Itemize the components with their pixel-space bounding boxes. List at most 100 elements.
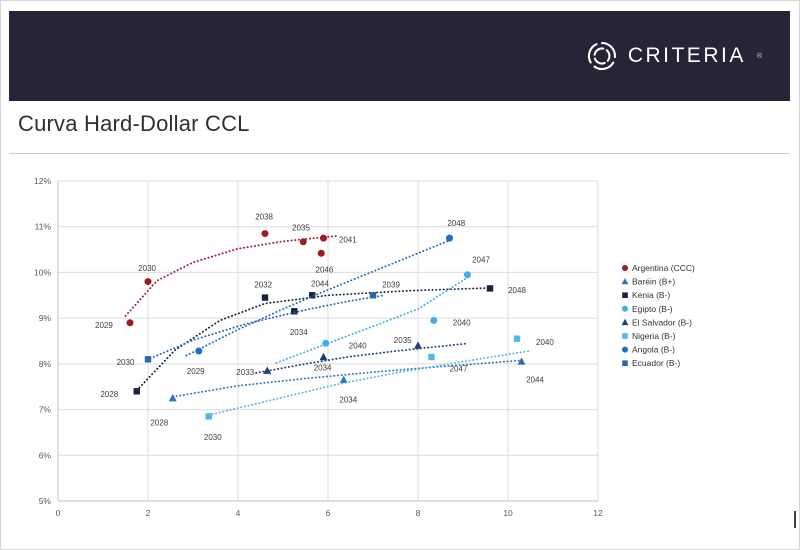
- legend-item-angola-b: Angola (B-): [622, 345, 675, 355]
- point-year-label: 2041: [339, 236, 357, 245]
- data-point: [133, 388, 140, 395]
- chart-area: 12% 11% 10% 9% 8% 7% 6% 5% 0 2 4 6 8 10 12 2029 2030 2038…: [13, 167, 791, 527]
- series-el-salvador-b: 2033 2034 2035: [236, 336, 467, 377]
- legend-item-kenia-b: Kenia (B-): [622, 290, 670, 300]
- data-point: [369, 292, 377, 299]
- y-tick-label: 7%: [39, 405, 52, 415]
- legend-item-bar-in-b: Baréin (B+): [621, 277, 675, 287]
- chart-grid: 12% 11% 10% 9% 8% 7% 6% 5% 0 2 4 6 8 10 12: [34, 176, 603, 518]
- point-year-label: 2048: [447, 219, 465, 228]
- criteria-logo: CRITERIA ®: [586, 40, 762, 72]
- legend-label: Nigeria (B-): [632, 331, 676, 341]
- point-year-label: 2030: [117, 358, 135, 367]
- point-year-label: 2040: [349, 342, 367, 351]
- data-point: [486, 285, 494, 292]
- point-year-label: 2028: [100, 390, 118, 399]
- data-point: [126, 319, 134, 327]
- legend-item-el-salvador-b: El Salvador (B-): [621, 317, 692, 327]
- x-tick-label: 2: [146, 508, 151, 518]
- legend-marker: [622, 333, 628, 339]
- legend-marker: [621, 278, 629, 285]
- series-kenia-b: 2028 2032 2044 2034 2048: [100, 279, 526, 399]
- legend-label: Angola (B-): [632, 345, 675, 355]
- legend-item-argentina-ccc: Argentina (CCC): [622, 263, 695, 273]
- series-angola-b: 2029 2048: [185, 219, 466, 376]
- point-year-label: 2029: [187, 367, 205, 376]
- legend-item-ecuador-b: Ecuador (B-): [622, 358, 680, 368]
- point-year-label: 2034: [339, 396, 357, 405]
- point-year-label: 2039: [382, 280, 400, 289]
- legend-label: Egipto (B-): [632, 304, 673, 314]
- x-tick-label: 4: [236, 508, 241, 518]
- logo-wordmark: CRITERIA: [627, 44, 746, 67]
- series-nigeria-b: 2030 2047 2040: [204, 335, 554, 442]
- legend-marker: [622, 346, 628, 353]
- y-tick-label: 11%: [35, 222, 52, 232]
- point-year-label: 2040: [536, 338, 554, 347]
- y-tick-label: 5%: [39, 496, 52, 506]
- data-point: [195, 347, 203, 355]
- data-point: [144, 278, 152, 286]
- point-year-label: 2028: [150, 418, 168, 427]
- page-title: Curva Hard-Dollar CCL: [18, 111, 250, 136]
- cursor-artifact: [794, 511, 796, 528]
- series-ecuador-b: 2030 2039: [117, 280, 401, 367]
- legend-marker: [622, 265, 628, 271]
- legend-label: El Salvador (B-): [632, 317, 692, 327]
- chart-legend: Argentina (CCC) Baréin (B+) Kenia (B-) Egip…: [621, 263, 695, 368]
- legend-marker: [622, 305, 628, 312]
- data-point: [446, 234, 453, 242]
- trend-line: [185, 238, 453, 357]
- point-year-label: 2032: [254, 280, 272, 289]
- point-year-label: 2048: [508, 286, 526, 295]
- point-year-label: 2047: [472, 256, 490, 265]
- y-tick-label: 9%: [39, 313, 52, 323]
- trend-line: [207, 350, 530, 416]
- data-point: [322, 339, 330, 347]
- title-divider: [9, 153, 790, 154]
- data-point: [464, 271, 471, 279]
- series-bar-in-b: 2028 2034 2044: [150, 357, 544, 427]
- y-tick-label: 12%: [34, 176, 51, 186]
- trend-line: [124, 235, 338, 317]
- data-point: [263, 366, 272, 374]
- data-point: [430, 316, 438, 324]
- y-tick-label: 6%: [39, 450, 52, 460]
- trend-line: [171, 359, 525, 398]
- trend-line: [275, 275, 471, 364]
- header-bar: CRITERIA ®: [9, 11, 790, 101]
- point-year-label: 2040: [453, 319, 471, 328]
- point-year-label: 2030: [138, 264, 156, 273]
- legend-label: Baréin (B+): [632, 277, 675, 287]
- x-tick-label: 6: [326, 508, 331, 518]
- data-point: [299, 238, 307, 246]
- data-point: [168, 393, 177, 402]
- data-point: [309, 292, 316, 299]
- data-point: [291, 308, 298, 315]
- data-point: [517, 357, 526, 365]
- data-point: [320, 234, 327, 242]
- point-year-label: 2029: [95, 321, 113, 330]
- x-tick-label: 0: [56, 508, 61, 518]
- x-tick-label: 8: [416, 508, 421, 518]
- point-year-label: 2034: [290, 328, 308, 337]
- legend-item-egipto-b: Egipto (B-): [622, 304, 673, 314]
- y-tick-label: 8%: [39, 359, 52, 369]
- point-year-label: 2044: [311, 279, 329, 288]
- point-year-label: 2035: [394, 336, 412, 345]
- legend-label: Ecuador (B-): [632, 358, 680, 368]
- point-year-label: 2033: [236, 368, 254, 377]
- x-tick-label: 12: [593, 508, 603, 518]
- data-point: [261, 230, 269, 238]
- data-point: [428, 353, 435, 361]
- series-egipto-b: 2040 2040 2047: [275, 256, 490, 364]
- yield-curve-chart: 12% 11% 10% 9% 8% 7% 6% 5% 0 2 4 6 8 10 12 2029 2030 2038…: [34, 176, 695, 518]
- data-point: [317, 249, 325, 257]
- trend-line: [255, 342, 467, 374]
- point-year-label: 2047: [450, 364, 468, 373]
- legend-label: Argentina (CCC): [632, 263, 695, 273]
- point-year-label: 2034: [314, 364, 332, 373]
- data-point: [319, 352, 328, 361]
- point-year-label: 2046: [316, 266, 334, 275]
